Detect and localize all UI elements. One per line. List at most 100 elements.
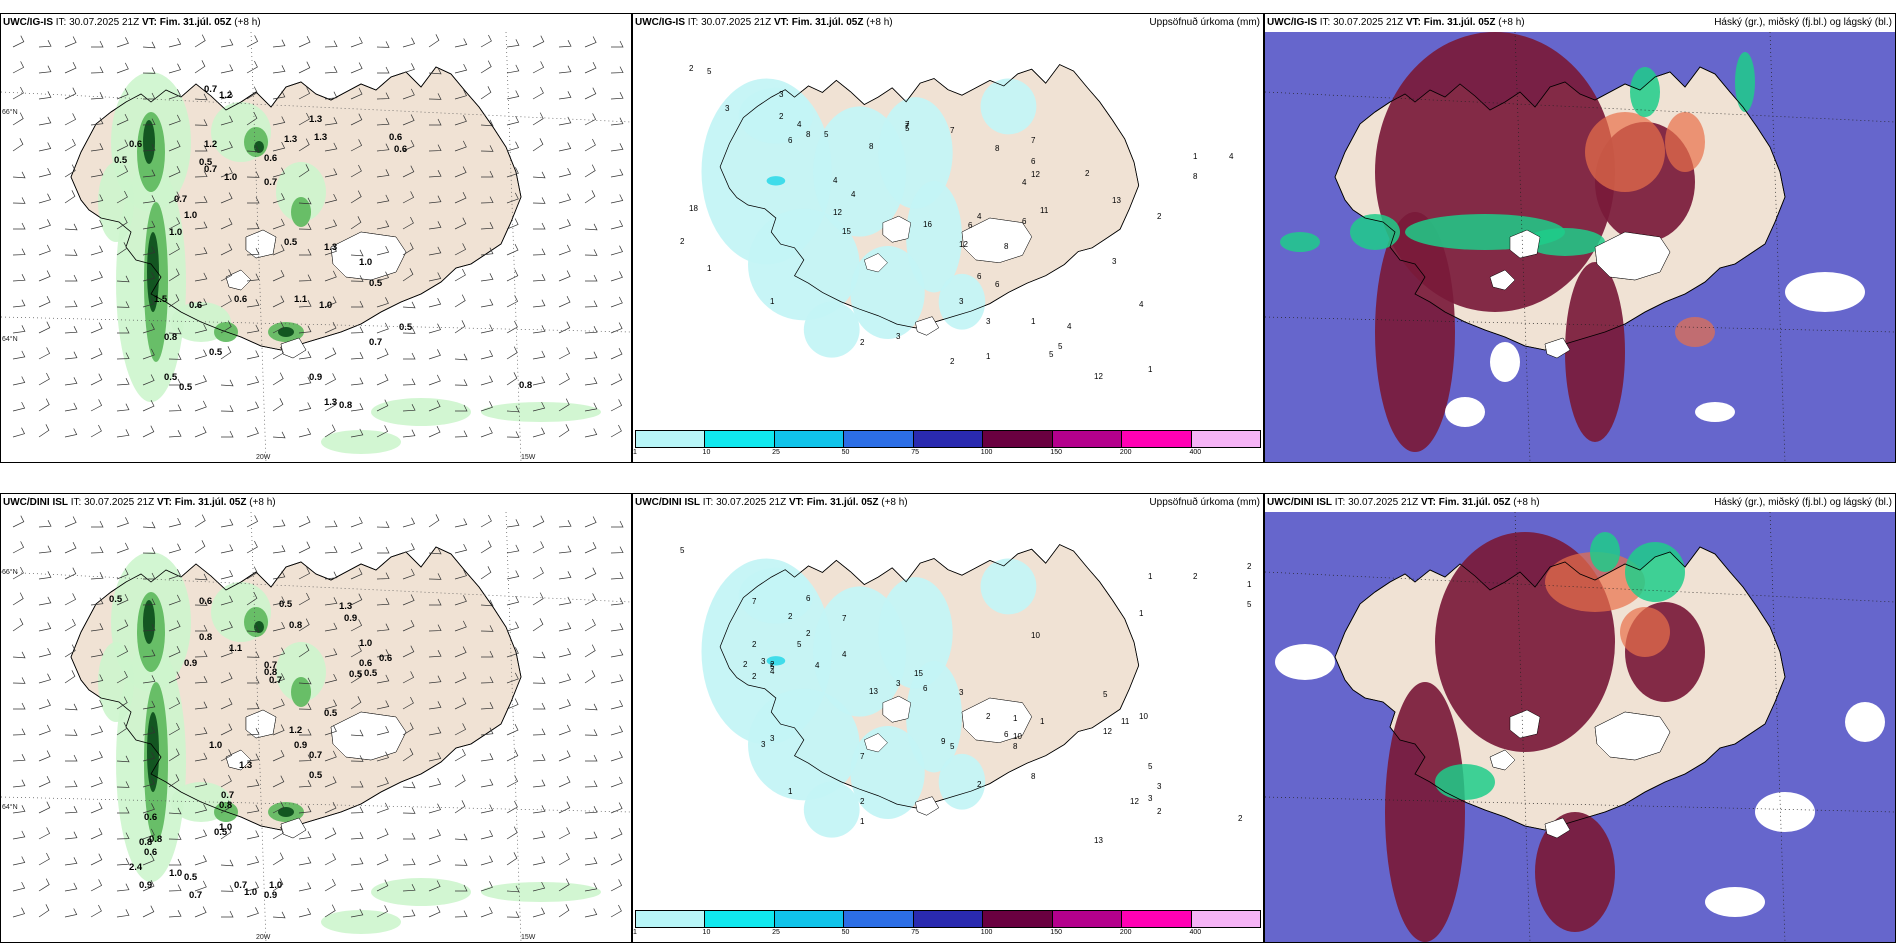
wind-barb [12,171,26,179]
wind-barb [90,143,104,152]
wind-barb [610,853,623,866]
precip-value-label: 9 [941,737,946,746]
precip-value-label: 4 [1229,152,1234,161]
wind-barb [142,246,156,256]
wind-barb [90,296,103,308]
wind-value-label: 1.0 [359,257,373,268]
wind-barb [272,519,286,528]
wind-barb [454,217,467,230]
wind-barb [532,427,546,438]
wind-barb [377,546,390,554]
wind-barb [428,777,442,788]
wind-barb [142,297,156,308]
wind-barb [220,859,234,867]
wind-barb [298,376,312,386]
wind-barb [168,140,181,152]
wind-barb [480,145,494,152]
wind-barb [168,404,182,412]
wind-barb [194,375,207,386]
wind-barb [610,546,624,554]
wind-barb [64,882,78,892]
wind-value-label: 0.9 [294,740,308,751]
wind-barb [324,776,337,788]
precip-value-label: 2 [752,640,757,649]
wind-barb [480,514,492,528]
wind-barb [38,904,50,918]
wind-barb [38,270,51,282]
wind-barb [350,62,363,74]
wind-barb [116,670,128,684]
precip-value-label: 5 [1148,762,1153,771]
wind-barb [220,826,232,840]
wind-barb [194,272,208,282]
wind-barb [376,92,390,100]
wind-barb [194,196,208,204]
wind-barb [65,754,78,762]
clear-sky-area [1705,887,1765,917]
precip-value-label: 3 [959,297,964,306]
wind-value-label: 0.6 [379,653,393,664]
colorbar-swatch [705,431,775,447]
wind-barb [481,650,494,658]
wind-barb [376,905,389,918]
glacier [1509,229,1541,259]
wind-barb [90,168,104,178]
wind-value-label: 1.3 [339,601,353,612]
precip-value-label: 2 [1193,572,1198,581]
wind-barb [428,246,442,256]
wind-value-label: 0.6 [264,153,278,164]
wind-value-label: 0.8 [139,837,153,848]
wind-barb [610,725,624,736]
glacier [1509,709,1541,739]
precip-value-label: 2 [977,780,982,789]
wind-barb [142,195,156,204]
wind-barb [350,275,364,282]
colorbar-swatch [983,911,1053,927]
precip-value-label: 4 [1067,322,1072,331]
wind-barb [38,142,52,152]
iceland-landmass [1334,66,1786,351]
wind-barb [428,221,442,230]
wind-barb [610,322,623,334]
precip-value-label: 3 [779,90,784,99]
wind-barb [220,774,232,788]
panel-header: UWC/IG-IS IT: 30.07.2025 21Z VT: Fim. 31… [633,14,1263,32]
colorbar-tick-label: 75 [911,449,920,456]
wind-barb [116,216,128,230]
wind-barb [90,245,104,256]
wind-barb [142,777,156,788]
wind-barb [429,118,442,126]
wind-barb [90,399,103,412]
wind-barb [12,325,26,334]
precip-value-label: 2 [860,797,865,806]
wind-barb [246,779,260,788]
wind-barb [194,514,206,528]
wind-barb [506,647,519,658]
wind-barb [12,830,26,840]
wind-value-label: 2.4 [129,862,143,873]
wind-barb [402,671,415,684]
wind-value-label: 0.5 [349,669,363,680]
wind-barb [532,566,544,580]
glacier [1544,337,1571,359]
wind-barb [116,832,130,840]
wind-barb [585,274,598,282]
wind-barb [610,674,624,684]
wind-barb [480,829,494,840]
wind-barb [116,542,129,554]
precip-value-label: 7 [950,126,955,135]
wind-barb [532,830,546,840]
lat-label-66: 66°N [2,569,18,576]
wind-barb [64,729,78,736]
colorbar-swatch [1122,431,1192,447]
wind-value-label: 0.5 [284,237,298,248]
colorbar-swatch [1052,911,1123,927]
wind-value-label: 1.3 [314,132,328,143]
wind-value-label: 1.2 [219,90,233,101]
wind-barb [168,517,182,528]
wind-barb [454,748,466,762]
wind-barb [64,806,78,814]
wind-barb [454,646,467,658]
glacier [1489,269,1516,291]
precip-value-label: 3 [761,740,766,749]
